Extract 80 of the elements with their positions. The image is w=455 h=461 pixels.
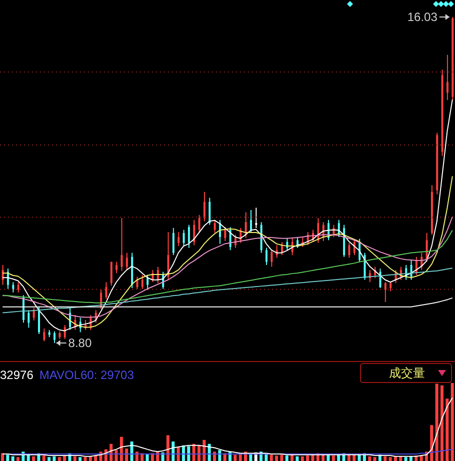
bar xyxy=(430,425,434,461)
candlestick xyxy=(208,197,211,226)
candlestick xyxy=(270,250,273,268)
candlestick xyxy=(182,229,185,247)
candlestick xyxy=(105,282,108,300)
bar xyxy=(450,383,454,461)
candlestick xyxy=(178,232,180,247)
candlestick xyxy=(38,306,40,334)
candlestick xyxy=(43,328,46,342)
annotation: 16.03 xyxy=(407,10,438,24)
candlestick xyxy=(224,226,226,242)
bar xyxy=(388,457,392,461)
bar xyxy=(368,456,372,461)
candlestick xyxy=(28,310,30,328)
bar xyxy=(306,456,310,461)
bar xyxy=(63,456,66,461)
bar xyxy=(52,456,56,461)
candlestick xyxy=(54,330,56,343)
bar xyxy=(84,457,87,461)
bar xyxy=(11,456,14,461)
candlestick xyxy=(120,218,123,272)
bar xyxy=(300,456,304,461)
candlestick xyxy=(214,219,216,234)
bar xyxy=(440,385,444,461)
candlestick xyxy=(353,240,356,256)
bar xyxy=(120,436,123,461)
bar xyxy=(420,456,423,461)
bar xyxy=(114,450,118,461)
bar xyxy=(234,454,237,461)
text: 32976 xyxy=(0,367,34,384)
candlestick xyxy=(446,54,448,100)
bar xyxy=(435,384,438,461)
bar xyxy=(42,456,46,461)
bar xyxy=(373,457,376,461)
bar xyxy=(187,446,190,461)
candlestick xyxy=(198,214,200,234)
bar xyxy=(238,454,242,461)
bar xyxy=(446,398,449,461)
candlestick xyxy=(126,252,128,270)
candlestick xyxy=(266,247,268,266)
bar xyxy=(332,456,335,461)
candlestick xyxy=(116,261,118,274)
bar xyxy=(202,440,206,461)
candlestick xyxy=(146,274,149,290)
text: MAVOL60: 29703 xyxy=(39,367,134,384)
candlestick xyxy=(141,274,144,290)
bar xyxy=(58,457,61,461)
bar xyxy=(218,450,222,461)
candlestick xyxy=(193,219,196,246)
candlestick xyxy=(255,207,258,229)
bar xyxy=(48,457,51,461)
bar xyxy=(32,456,36,461)
candlestick xyxy=(12,282,14,293)
bar xyxy=(6,454,10,461)
bar xyxy=(166,435,170,461)
candlestick xyxy=(250,209,252,234)
candlestick xyxy=(172,228,174,256)
bar xyxy=(73,456,76,461)
candlestick xyxy=(110,261,112,286)
chart-title: 成交量 xyxy=(389,364,425,382)
bar xyxy=(270,454,273,461)
annotation: 8.80 xyxy=(68,336,92,350)
bar xyxy=(78,457,82,461)
bar xyxy=(16,457,20,461)
candlestick xyxy=(203,191,206,222)
bar xyxy=(384,456,387,461)
candlestick xyxy=(348,242,350,258)
candlestick xyxy=(390,282,392,292)
bar xyxy=(1,453,4,461)
bar xyxy=(125,448,128,461)
candlestick xyxy=(384,282,386,302)
bar xyxy=(197,445,200,461)
bar xyxy=(146,454,149,461)
candlestick xyxy=(17,282,20,293)
bar xyxy=(404,457,408,461)
bar xyxy=(275,456,278,461)
bar xyxy=(285,456,288,461)
bar xyxy=(280,454,284,461)
candlestick xyxy=(188,224,190,248)
bar xyxy=(296,456,299,461)
